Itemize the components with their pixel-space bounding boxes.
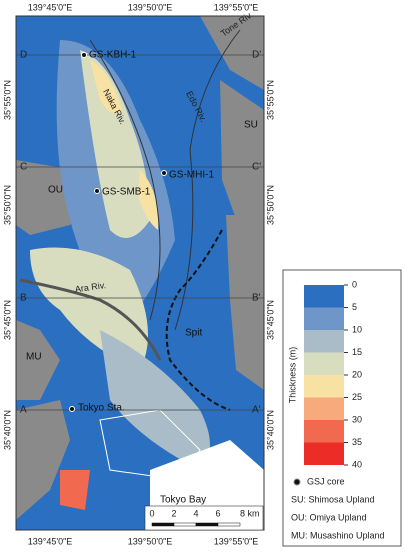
place-label: Tokyo Sta. bbox=[78, 403, 125, 414]
place-label: Spit bbox=[185, 328, 202, 339]
section-label: C' bbox=[252, 162, 261, 173]
colorbar: 0 5 10 15 20 25 30 35 40 bbox=[304, 279, 362, 469]
section-label: A' bbox=[252, 405, 261, 416]
thickness-zone bbox=[80, 50, 150, 238]
core-label: GS-KBH-1 bbox=[89, 50, 137, 61]
section-label: C bbox=[20, 162, 27, 173]
section-label: D bbox=[20, 50, 27, 61]
upland bbox=[226, 215, 264, 390]
color-step bbox=[304, 285, 344, 308]
colorbar-tick-label: 10 bbox=[352, 324, 362, 334]
thickness-zone bbox=[90, 60, 122, 114]
color-step bbox=[304, 397, 344, 420]
river bbox=[19, 278, 162, 361]
colorbar-tick-label: 40 bbox=[352, 459, 362, 469]
core-marker bbox=[161, 170, 167, 176]
coord-label: 35°55'0"N bbox=[2, 80, 12, 120]
core-symbol bbox=[293, 478, 301, 486]
coord-label: 139°45'0"E bbox=[28, 536, 73, 546]
coord-label: 35°50'0"N bbox=[265, 185, 275, 225]
coord-label: 35°50'0"N bbox=[2, 185, 12, 225]
section-label: B bbox=[20, 293, 27, 304]
scale-bar: 0 2 4 6 8 km bbox=[149, 508, 260, 527]
color-step bbox=[304, 352, 344, 375]
section-label: D' bbox=[252, 50, 261, 61]
river bbox=[89, 39, 161, 321]
coord-label: 35°55'0"N bbox=[265, 80, 275, 120]
scale-segment bbox=[195, 522, 219, 527]
colorbar-tick-label: 30 bbox=[352, 414, 362, 424]
legend-entry: SU: Shimosa Upland bbox=[291, 494, 375, 504]
scale-label: 8 km bbox=[240, 508, 260, 518]
upland bbox=[16, 400, 70, 520]
legend-entry: MU: Musashino Upland bbox=[291, 530, 385, 540]
scale-segment bbox=[173, 522, 197, 527]
scale-segment bbox=[151, 522, 175, 527]
upland bbox=[16, 320, 60, 400]
legend-entry: GSJ core bbox=[307, 476, 345, 486]
upland-label: OU bbox=[48, 185, 63, 196]
color-step bbox=[304, 442, 344, 465]
thickness-zone bbox=[100, 330, 210, 470]
color-step bbox=[304, 420, 344, 443]
colorbar-tick-label: 15 bbox=[352, 347, 362, 357]
section-label: B' bbox=[252, 293, 261, 304]
station-marker bbox=[69, 406, 75, 412]
scale-label: 0 bbox=[149, 508, 154, 518]
coord-label: 35°40'0"N bbox=[265, 410, 275, 450]
place-label: Tokyo Bay bbox=[160, 495, 206, 506]
core-marker bbox=[81, 52, 87, 58]
core-label: GS-MHI-1 bbox=[169, 170, 214, 181]
thickness-zone bbox=[138, 170, 159, 230]
color-step bbox=[304, 307, 344, 330]
spit-line bbox=[165, 229, 231, 411]
coord-label: 139°45'0"E bbox=[28, 2, 73, 12]
core-marker bbox=[94, 188, 100, 194]
scale-label: 6 bbox=[215, 508, 220, 518]
thickness-zone bbox=[60, 470, 90, 510]
section-label: A bbox=[20, 405, 27, 416]
coord-label: 35°45'0"N bbox=[2, 300, 12, 340]
thickness-zone bbox=[30, 247, 148, 370]
streets bbox=[99, 409, 201, 481]
coord-label: 139°55'0"E bbox=[214, 536, 259, 546]
upland-label: SU bbox=[244, 120, 258, 131]
coord-label: 139°55'0"E bbox=[214, 2, 259, 12]
colorbar-tick-label: 25 bbox=[352, 392, 362, 402]
upland bbox=[200, 16, 264, 90]
colorbar-tick-label: 5 bbox=[352, 302, 357, 312]
color-step bbox=[304, 375, 344, 398]
colorbar-tick-label: 35 bbox=[352, 437, 362, 447]
color-step bbox=[304, 330, 344, 353]
scale-segment bbox=[217, 522, 241, 527]
colorbar-tick-label: 20 bbox=[352, 369, 362, 379]
map-frame bbox=[15, 15, 265, 531]
scale-label: 4 bbox=[193, 508, 198, 518]
upland bbox=[220, 80, 264, 230]
coord-label: 35°45'0"N bbox=[265, 300, 275, 340]
upland-label: MU bbox=[26, 352, 42, 363]
map-body bbox=[16, 16, 264, 530]
core-label: GS-SMB-1 bbox=[102, 187, 151, 198]
river bbox=[174, 29, 241, 331]
colorbar-tick-label: 0 bbox=[352, 279, 357, 289]
legend-title: Thickness (m) bbox=[287, 347, 297, 404]
legend-entry: OU: Omiya Upland bbox=[291, 512, 367, 522]
coord-label: 35°40'0"N bbox=[2, 410, 12, 450]
scale-label: 2 bbox=[171, 508, 176, 518]
coord-label: 139°50'0"E bbox=[128, 2, 173, 12]
river-label: Ara Riv. bbox=[74, 280, 106, 294]
coord-label: 139°50'0"E bbox=[128, 536, 173, 546]
